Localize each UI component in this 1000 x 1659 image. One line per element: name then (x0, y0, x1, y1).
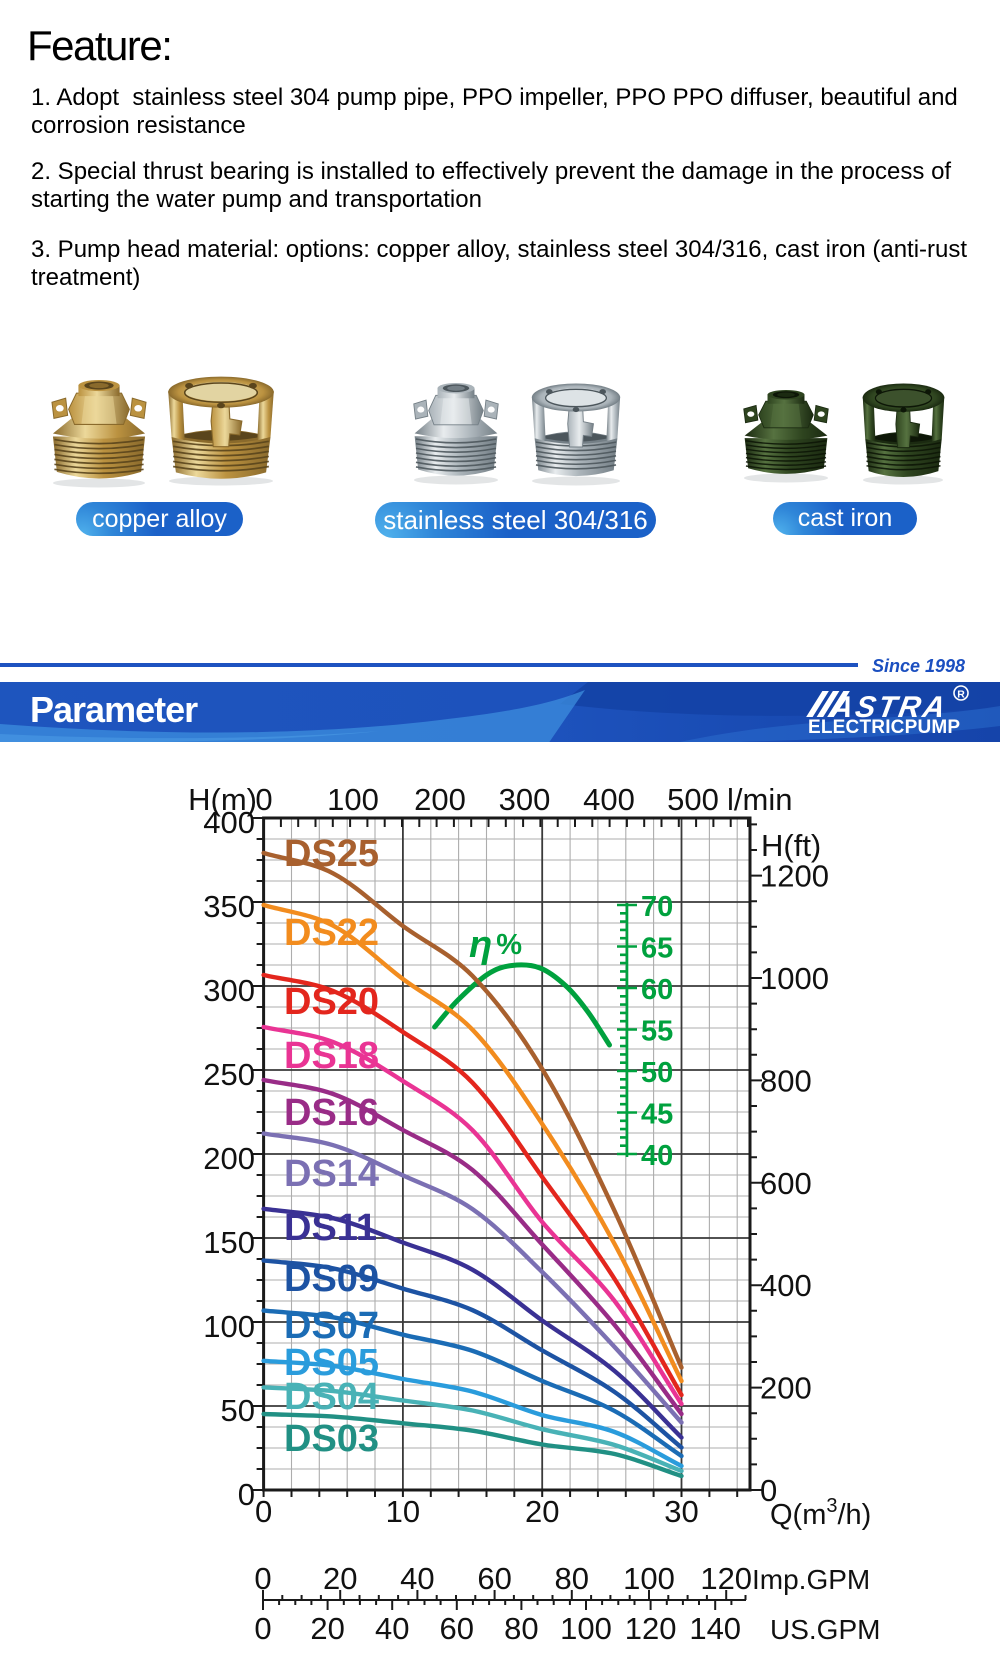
svg-text:DS07: DS07 (284, 1305, 379, 1347)
svg-text:120: 120 (700, 1561, 752, 1596)
svg-text:DS16: DS16 (284, 1092, 379, 1134)
svg-text:400: 400 (583, 782, 635, 817)
svg-text:DS18: DS18 (284, 1035, 379, 1077)
svg-text:DS20: DS20 (284, 981, 379, 1023)
svg-text:0: 0 (255, 1494, 272, 1529)
svg-text:500: 500 (667, 782, 719, 817)
svg-text:DS22: DS22 (284, 912, 379, 954)
svg-text:400: 400 (760, 1268, 812, 1303)
svg-text:600: 600 (760, 1166, 812, 1201)
svg-text:800: 800 (760, 1063, 812, 1098)
svg-text:120: 120 (625, 1611, 677, 1646)
svg-text:350: 350 (203, 889, 255, 924)
svg-text:20: 20 (525, 1494, 559, 1529)
svg-text:0: 0 (254, 1611, 271, 1646)
svg-text:20: 20 (323, 1561, 357, 1596)
svg-text:200: 200 (760, 1371, 812, 1406)
svg-text:150: 150 (203, 1225, 255, 1260)
svg-text:60: 60 (641, 974, 673, 1006)
svg-text:100: 100 (203, 1309, 255, 1344)
svg-text:250: 250 (203, 1057, 255, 1092)
svg-text:300: 300 (203, 973, 255, 1008)
svg-text:30: 30 (664, 1494, 698, 1529)
svg-text:ASTRA: ASTRA (828, 691, 951, 724)
svg-text:DS14: DS14 (284, 1153, 379, 1195)
svg-text:40: 40 (400, 1561, 434, 1596)
svg-text:Imp.GPM: Imp.GPM (752, 1564, 870, 1595)
svg-text:140: 140 (689, 1611, 741, 1646)
svg-text:Q(m3/h): Q(m3/h) (770, 1495, 871, 1531)
svg-text:R: R (957, 689, 965, 701)
svg-text:DS04: DS04 (284, 1376, 379, 1418)
svg-text:H(m): H(m) (188, 782, 257, 817)
svg-text:300: 300 (499, 782, 551, 817)
svg-text:100: 100 (560, 1611, 612, 1646)
svg-text:0: 0 (254, 1561, 271, 1596)
svg-text:100: 100 (327, 782, 379, 817)
svg-text:1000: 1000 (760, 961, 829, 996)
svg-text:60: 60 (440, 1611, 474, 1646)
svg-text:DS11: DS11 (284, 1207, 377, 1249)
svg-text:DS03: DS03 (284, 1418, 379, 1460)
svg-text:80: 80 (555, 1561, 589, 1596)
svg-text:200: 200 (203, 1141, 255, 1176)
svg-text:20: 20 (310, 1611, 344, 1646)
svg-text:DS25: DS25 (284, 833, 379, 875)
svg-text:40: 40 (375, 1611, 409, 1646)
svg-text:0: 0 (255, 782, 272, 817)
svg-text:0: 0 (238, 1477, 255, 1512)
svg-text:0: 0 (760, 1473, 777, 1508)
svg-text:80: 80 (504, 1611, 538, 1646)
svg-text:100: 100 (623, 1561, 675, 1596)
svg-text:65: 65 (641, 933, 673, 965)
svg-text:DS09: DS09 (284, 1258, 379, 1300)
svg-text:55: 55 (641, 1016, 673, 1048)
svg-text:200: 200 (414, 782, 466, 817)
svg-text:US.GPM: US.GPM (770, 1614, 880, 1645)
svg-text:60: 60 (477, 1561, 511, 1596)
svg-text:400: 400 (203, 805, 255, 840)
svg-text:45: 45 (641, 1099, 673, 1131)
svg-text:η%: η% (469, 924, 522, 966)
svg-text:50: 50 (641, 1057, 673, 1089)
svg-text:70: 70 (641, 891, 673, 923)
svg-text:40: 40 (641, 1140, 673, 1172)
svg-text:10: 10 (386, 1494, 420, 1529)
svg-text:DS05: DS05 (284, 1342, 379, 1384)
svg-text:l/min: l/min (727, 782, 792, 817)
svg-text:H(ft): H(ft) (761, 828, 821, 863)
svg-text:50: 50 (221, 1393, 255, 1428)
svg-text:1200: 1200 (760, 859, 829, 894)
svg-text:ELECTRICPUMP: ELECTRICPUMP (808, 717, 960, 738)
